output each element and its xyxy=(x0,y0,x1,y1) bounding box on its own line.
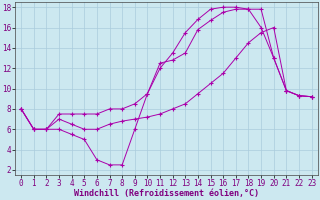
X-axis label: Windchill (Refroidissement éolien,°C): Windchill (Refroidissement éolien,°C) xyxy=(74,189,259,198)
